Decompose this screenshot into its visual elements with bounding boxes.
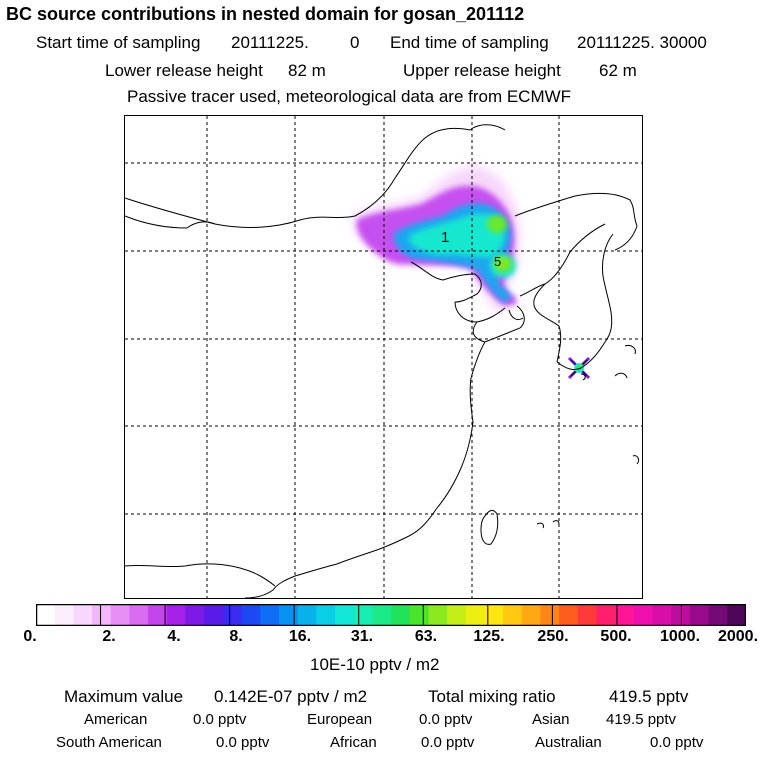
colorbar-segment — [260, 604, 280, 626]
colorbar-segment — [391, 604, 411, 626]
colorbar-unit: 10E-10 pptv / m2 — [310, 655, 440, 674]
region-asian-name: Asian — [532, 711, 570, 728]
region-european-value: 0.0 pptv — [419, 711, 473, 728]
colorbar-segment — [36, 604, 56, 626]
colorbar-segment — [297, 604, 317, 626]
start-time-hour: 0 — [350, 33, 360, 52]
region-australian-value: 0.0 pptv — [650, 734, 704, 751]
colorbar-segment — [334, 604, 355, 626]
max-value-label: Maximum value — [64, 687, 184, 706]
colorbar-segment — [484, 604, 504, 626]
colorbar-tick-5: 31. — [350, 628, 374, 645]
colorbar-tick-9: 500. — [600, 628, 632, 645]
colorbar-segment — [129, 604, 149, 626]
colorbar-segment — [559, 604, 579, 626]
colorbar-segment — [503, 604, 523, 626]
plume-layer-green — [487, 215, 512, 272]
colorbar-segment — [372, 604, 392, 626]
colorbar-segment — [278, 604, 299, 626]
region-african-value: 0.0 pptv — [421, 734, 475, 751]
coastlines — [125, 124, 640, 598]
colorbar-segment — [92, 604, 112, 626]
colorbar-segment — [689, 604, 710, 626]
colorbar-segment — [241, 604, 261, 626]
colorbar-segment — [428, 604, 448, 626]
map-svg: 1 5 — [125, 116, 642, 598]
colorbar-segment — [353, 604, 373, 626]
region-european-name: European — [307, 711, 373, 728]
colorbar-segment — [465, 604, 485, 626]
colorbar-tick-6: 63. — [414, 628, 438, 645]
colorbar-segment — [148, 604, 168, 626]
receptor-site-marker — [567, 356, 591, 380]
end-time-value: 20111225. 30000 — [577, 33, 707, 52]
colorbar-segment — [708, 604, 728, 626]
colorbar-tick-7: 125. — [473, 628, 505, 645]
start-time-value: 20111225. — [231, 33, 309, 52]
colorbar-segment — [633, 604, 654, 626]
colorbar-segment — [540, 604, 560, 626]
region-south-american-name: South American — [56, 734, 162, 751]
colorbar-segment — [110, 604, 130, 626]
colorbar-segment — [652, 604, 672, 626]
tracer-note: Passive tracer used, meteorological data… — [127, 87, 572, 106]
lower-height-value: 82 m — [288, 61, 326, 80]
lower-height-label: Lower release height — [105, 61, 263, 80]
colorbar-tick-3: 8. — [229, 628, 243, 645]
region-asian-value: 419.5 pptv — [606, 711, 677, 728]
colorbar-segment — [54, 604, 74, 626]
end-time-label: End time of sampling — [390, 33, 549, 52]
region-american-value: 0.0 pptv — [193, 711, 247, 728]
colorbar-segment — [185, 604, 205, 626]
colorbar-border — [36, 604, 746, 626]
colorbar-segment — [447, 604, 467, 626]
colorbar-tick-10: 1000. — [659, 628, 701, 645]
map-gridlines — [125, 116, 642, 598]
colorbar-segment — [596, 604, 616, 626]
start-time-label: Start time of sampling — [36, 33, 201, 52]
chart-title: BC source contributions in nested domain… — [6, 4, 525, 24]
colorbar-tick-8: 250. — [537, 628, 569, 645]
upper-height-value: 62 m — [599, 61, 637, 80]
colorbar-tick-1: 2. — [102, 628, 116, 645]
colorbar-segment — [615, 604, 635, 626]
colorbar-tick-4: 16. — [288, 628, 312, 645]
total-mixing-value: 419.5 pptv — [609, 687, 689, 706]
colorbar-tick-11: 2000. — [717, 628, 759, 645]
max-value: 0.142E-07 pptv / m2 — [214, 687, 368, 706]
region-australian-name: Australian — [535, 734, 602, 751]
colorbar-segment — [521, 604, 541, 626]
colorbar-segment — [409, 604, 429, 626]
map-panel: 1 5 — [124, 115, 643, 599]
colorbar-segment — [166, 604, 186, 626]
region-south-american-value: 0.0 pptv — [216, 734, 270, 751]
region-african-name: African — [330, 734, 377, 751]
colorbar-segment — [204, 604, 224, 626]
upper-height-label: Upper release height — [403, 61, 561, 80]
contour-label-1: 1 — [441, 229, 449, 246]
colorbar-segment — [671, 604, 691, 626]
colorbar-segment — [316, 604, 336, 626]
region-american-name: American — [84, 711, 148, 728]
colorbar-segment — [73, 604, 93, 626]
colorbar-tick-2: 4. — [167, 628, 181, 645]
colorbar — [36, 604, 746, 626]
colorbar-segment — [577, 604, 598, 626]
colorbar-segment — [727, 604, 746, 626]
total-mixing-label: Total mixing ratio — [428, 687, 556, 706]
colorbar-svg — [36, 604, 746, 626]
colorbar-tick-0: 0. — [23, 628, 37, 645]
colorbar-segment — [222, 604, 243, 626]
contour-label-5: 5 — [494, 254, 501, 269]
